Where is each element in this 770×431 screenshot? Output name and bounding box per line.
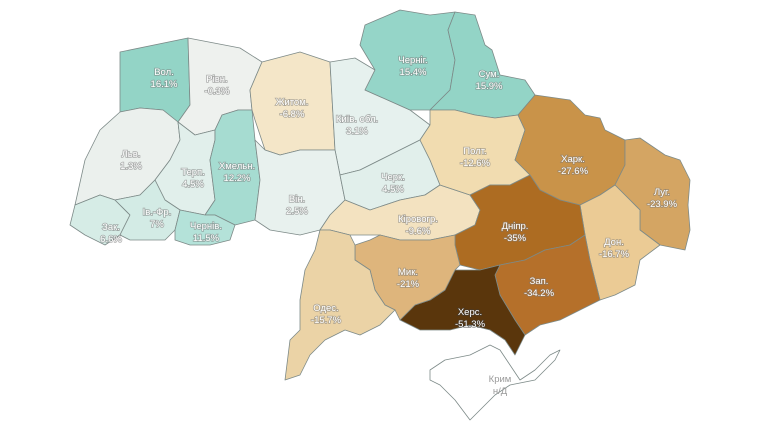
- region-value-label: -35%: [504, 233, 527, 244]
- region-value-label: -23.9%: [647, 199, 678, 210]
- region-value-label: 11.5%: [193, 233, 220, 244]
- region-name-label: Харк.: [561, 154, 585, 165]
- region-value-label: -27.6%: [558, 166, 589, 177]
- region-value-label: 7%: [150, 219, 164, 230]
- region-name-label: Зак.: [102, 222, 120, 233]
- region-name-label: Кіровогр.: [398, 214, 438, 225]
- region-name-label: Луг.: [654, 187, 670, 198]
- region-value-label: 4.5%: [182, 179, 204, 190]
- region-name-label: Дон.: [604, 237, 624, 248]
- region-value-label: -9.6%: [406, 226, 431, 237]
- region-name-label: Херс.: [458, 307, 482, 318]
- regions: [69, 9, 691, 421]
- region-cherniv[interactable]: [174, 209, 236, 246]
- region-khmeln[interactable]: [204, 109, 261, 226]
- region-value-label: 12.2%: [224, 173, 251, 184]
- region-value-label: 1.3%: [120, 161, 142, 172]
- region-name-label: Київ. обл.: [336, 114, 378, 125]
- region-value-label: -16.7%: [599, 249, 630, 260]
- region-value-label: 2.5%: [286, 206, 308, 217]
- region-value-label: н/Д: [493, 386, 508, 397]
- region-name-label: Терп.: [181, 167, 205, 178]
- region-name-label: Черк.: [381, 172, 405, 183]
- region-value-label: 6.6%: [100, 234, 122, 245]
- region-value-label: -12.6%: [460, 158, 491, 169]
- region-name-label: Рівн.: [206, 74, 227, 85]
- region-name-label: Чернів.: [190, 221, 222, 232]
- region-name-label: Одес.: [313, 303, 338, 314]
- region-value-label: -34.2%: [524, 288, 555, 299]
- region-name-label: Дніпр.: [502, 221, 529, 232]
- region-name-label: Сум.: [479, 69, 500, 80]
- region-name-label: Черніг.: [398, 55, 427, 66]
- region-value-label: -0.3%: [205, 86, 230, 97]
- region-name-label: Вол.: [154, 67, 174, 78]
- region-value-label: 16.1%: [151, 79, 178, 90]
- region-value-label: -15.7%: [311, 315, 342, 326]
- region-name-label: Полт.: [463, 146, 486, 157]
- region-name-label: Ів.-Фр.: [143, 207, 172, 218]
- region-name-label: Житом.: [276, 97, 309, 108]
- region-value-label: -21%: [397, 279, 420, 290]
- region-name-label: Мик.: [398, 267, 418, 278]
- region-ivfr[interactable]: [114, 179, 181, 241]
- region-value-label: 3.1%: [346, 126, 368, 137]
- region-value-label: 15.9%: [476, 81, 503, 92]
- labels: Вол.16.1% Рівн.-0.3% Житом.-6.8% Київ. обл.…: [99, 54, 678, 397]
- region-name-label: Хмельн.: [219, 161, 255, 172]
- region-name-label: Крим: [489, 374, 512, 385]
- region-name-label: Зап.: [530, 276, 549, 287]
- region-name-label: Льв.: [122, 149, 141, 160]
- region-value-label: 4.5%: [382, 184, 404, 195]
- region-value-label: 15.4%: [400, 67, 427, 78]
- region-odes[interactable]: [284, 229, 396, 381]
- region-name-label: Він.: [289, 194, 305, 205]
- region-krym[interactable]: [429, 344, 561, 421]
- region-value-label: -51.3%: [455, 319, 486, 330]
- region-value-label: -6.8%: [280, 109, 305, 120]
